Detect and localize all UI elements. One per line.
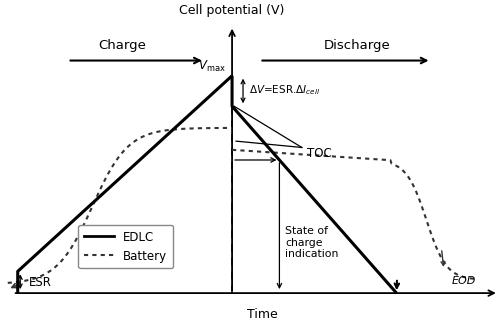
Text: Cell potential (V): Cell potential (V)	[179, 4, 285, 17]
Text: Charge: Charge	[98, 39, 146, 52]
Text: State of
charge
indication: State of charge indication	[285, 226, 339, 259]
Text: ESR: ESR	[29, 276, 52, 289]
Legend: EDLC, Battery: EDLC, Battery	[79, 225, 173, 268]
Text: Time: Time	[246, 308, 277, 321]
Text: Discharge: Discharge	[323, 39, 390, 52]
Text: $\Delta V$=ESR.$\Delta I_{cell}$: $\Delta V$=ESR.$\Delta I_{cell}$	[249, 83, 320, 97]
Text: $V_{\rm max}$: $V_{\rm max}$	[199, 59, 226, 74]
Text: TOC: TOC	[307, 147, 332, 160]
Text: EOD: EOD	[452, 276, 476, 286]
